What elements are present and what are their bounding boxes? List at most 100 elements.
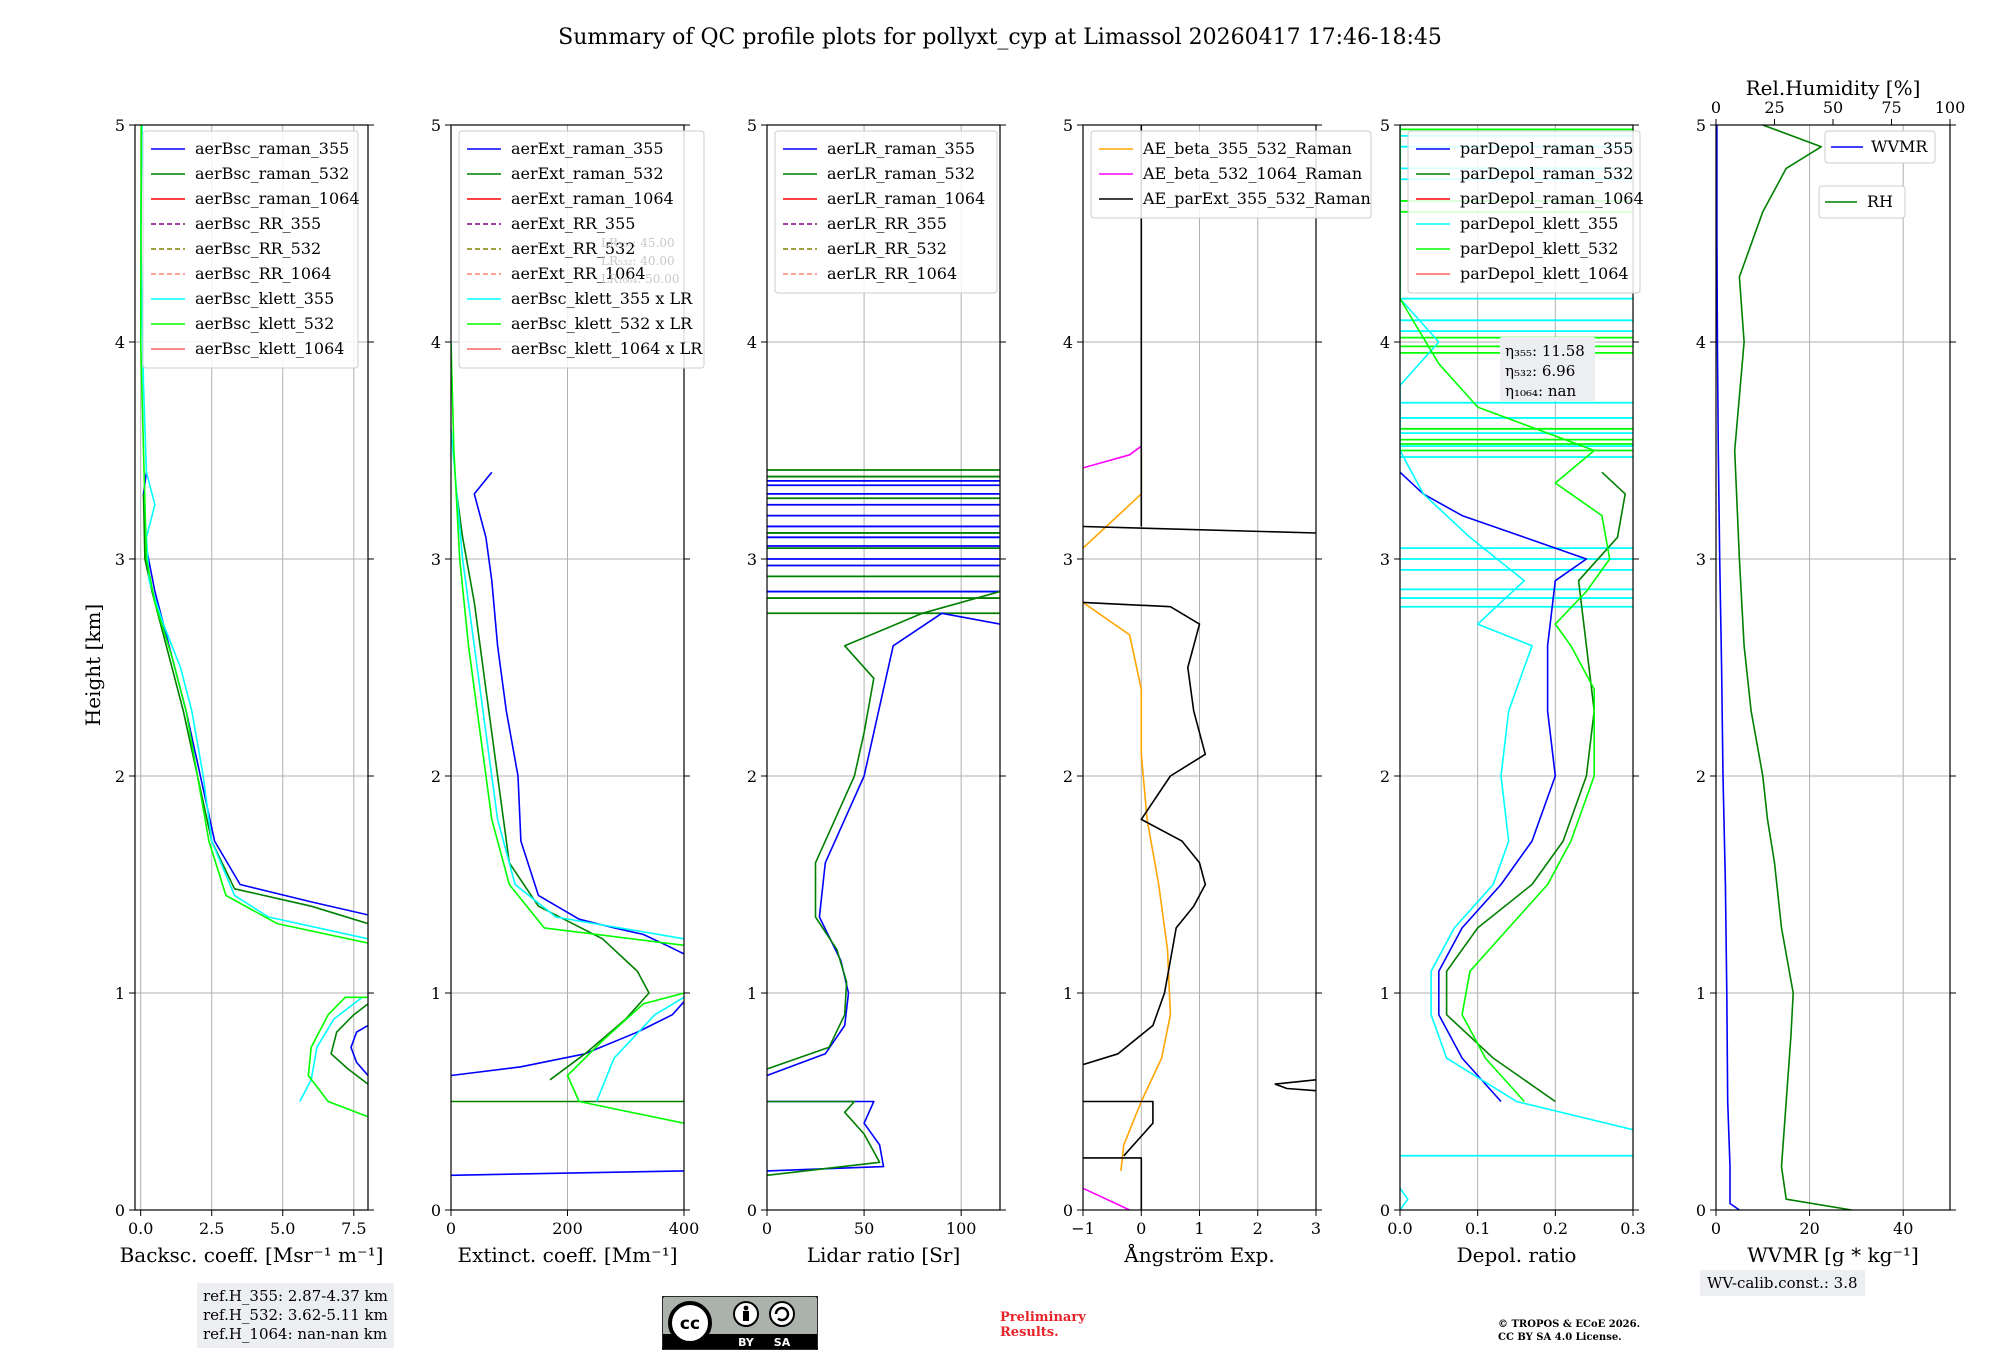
plot-area xyxy=(1716,125,1852,1210)
series-aerBsc_klett_355_x_LR xyxy=(595,996,684,1102)
series-aerBsc_klett_532_x_LR_upper xyxy=(451,341,684,947)
legend-label: aerExt_raman_355 xyxy=(511,139,664,158)
y-tick-label: 3 xyxy=(1696,550,1706,569)
reference-heights-box: ref.H_355: 2.87-4.37 km ref.H_532: 3.62-… xyxy=(197,1283,394,1348)
legend-label: aerLR_RR_1064 xyxy=(827,264,957,283)
legend-label: parDepol_klett_1064 xyxy=(1460,264,1629,283)
series-aerBsc_klett_355_x_LR_upper xyxy=(451,428,684,940)
top-x-tick-label: 0 xyxy=(1711,98,1721,117)
x-tick-label: 1 xyxy=(1194,1219,1204,1238)
x-tick-label: 400 xyxy=(669,1219,700,1238)
series-AE_beta_532_1064_Raman xyxy=(1083,1187,1130,1210)
legend-box xyxy=(1407,130,1641,294)
series-parDepol_klett_355 xyxy=(1400,125,1633,1131)
x-tick-label: 0 xyxy=(1136,1219,1146,1238)
series-AE_beta_355_532_Raman xyxy=(1083,601,1172,1171)
x-tick-label: 7.5 xyxy=(341,1219,366,1238)
series-RH xyxy=(1733,125,1852,1210)
legend-label: aerLR_raman_532 xyxy=(827,164,975,183)
series-AE_beta_532_1064_Raman_upper xyxy=(1083,445,1142,469)
y-tick-label: 3 xyxy=(1063,550,1073,569)
y-tick-label: 5 xyxy=(1380,116,1390,135)
y-tick-label: 3 xyxy=(431,550,441,569)
panel-3: 0 50 100 Lidar ratio [Sr] 0 1 2 3 4 5 aerLR_raman_… xyxy=(747,116,1006,1267)
lr-note: LR₁₀₆₄: 50.00 xyxy=(601,272,679,286)
series-aerExt_raman_355 xyxy=(451,1170,684,1177)
x-tick-label: 0.1 xyxy=(1465,1219,1490,1238)
by-label: BY xyxy=(738,1336,755,1349)
series-aerExt_raman_532_mid xyxy=(456,493,650,1081)
series-WVMR xyxy=(1716,125,1740,1210)
legend: aerBsc_raman_355 aerBsc_raman_532 aerBsc_r… xyxy=(142,130,360,369)
preliminary-note: Preliminary Results. xyxy=(1000,1310,1086,1340)
series-AE_parExt_355_532_Raman_b xyxy=(1083,1100,1154,1157)
cc-logo-icon xyxy=(668,1301,712,1345)
legend-label: parDepol_raman_532 xyxy=(1460,164,1633,183)
y-tick-label: 2 xyxy=(1696,767,1706,786)
eta-note: η₁₀₆₄: nan xyxy=(1505,382,1576,400)
y-tick-label: 1 xyxy=(1380,984,1390,1003)
top-x-tick-label: 25 xyxy=(1764,98,1784,117)
x-axis-label: Backsc. coeff. [Msr⁻¹ m⁻¹] xyxy=(120,1243,384,1267)
legend-label: aerBsc_raman_1064 xyxy=(195,189,360,208)
y-tick-label: 4 xyxy=(1380,333,1390,352)
legend-label: aerLR_RR_355 xyxy=(827,214,947,233)
series-aerExt_raman_355_upper xyxy=(473,471,684,955)
legend-label: aerExt_raman_1064 xyxy=(511,189,674,208)
legend: aerExt_raman_355 aerExt_raman_532 aerExt_r… xyxy=(458,130,705,369)
legend: AE_beta_355_532_Raman AE_beta_532_1064_Ra… xyxy=(1090,130,1372,219)
y-tick-label: 4 xyxy=(1696,333,1706,352)
x-tick-label: 0 xyxy=(762,1219,772,1238)
plot-area xyxy=(451,341,684,1177)
eta-box xyxy=(1500,337,1595,401)
series-parDepol_klett_355_bottom xyxy=(1400,1187,1409,1210)
preliminary-line-1: Preliminary xyxy=(1000,1310,1086,1325)
eta-note: η₅₃₂: 6.96 xyxy=(1505,362,1575,380)
legend-label: parDepol_raman_1064 xyxy=(1460,189,1644,208)
panel-5: 0.0 0.1 0.2 0.3 Depol. ratio 0 1 2 3 4 5 parDepol_r… xyxy=(1380,116,1646,1267)
series-aerBsc_klett_532 xyxy=(307,996,368,1118)
y-tick-label: 0 xyxy=(431,1201,441,1220)
y-tick-label: 2 xyxy=(431,767,441,786)
y-tick-label: 5 xyxy=(1063,116,1073,135)
eta-note: η₃₅₅: 11.58 xyxy=(1505,342,1585,360)
x-tick-label: 3 xyxy=(1311,1219,1321,1238)
x-axis-label: WVMR [g * kg⁻¹] xyxy=(1747,1243,1919,1267)
legend-label: AE_beta_532_1064_Raman xyxy=(1142,164,1362,183)
series-AE_parExt_355_532_Raman_d xyxy=(1083,525,1316,534)
x-tick-label: 20 xyxy=(1799,1219,1819,1238)
x-tick-label: 0 xyxy=(446,1219,456,1238)
y-tick-label: 0 xyxy=(1063,1201,1073,1220)
legend-label: aerBsc_klett_532 xyxy=(195,314,334,333)
y-tick-label: 0 xyxy=(115,1201,125,1220)
y-tick-label: 2 xyxy=(747,767,757,786)
series-aerBsc_klett_355 xyxy=(299,996,363,1102)
series-aerBsc_raman_355 xyxy=(350,1024,368,1077)
y-tick-label: 2 xyxy=(1380,767,1390,786)
y-tick-label: 5 xyxy=(747,116,757,135)
series-parDepol_klett_532 xyxy=(1400,125,1611,1103)
ref-height-355: ref.H_355: 2.87-4.37 km xyxy=(203,1287,388,1305)
copyright-note: © TROPOS & ECoE 2026. CC BY SA 4.0 Licen… xyxy=(1498,1318,1640,1344)
x-tick-label: 0.0 xyxy=(1387,1219,1412,1238)
plot-area xyxy=(139,125,368,1118)
series-aerBsc_raman_355_upper xyxy=(142,472,368,916)
y-tick-label: 5 xyxy=(431,116,441,135)
legend: parDepol_raman_355 parDepol_raman_532 parD… xyxy=(1407,130,1644,294)
series-AE_parExt_355_532_Raman_c xyxy=(1083,601,1207,1066)
legend-label: parDepol_klett_355 xyxy=(1460,214,1618,233)
y-tick-label: 2 xyxy=(115,767,125,786)
y-tick-label: 0 xyxy=(1380,1201,1390,1220)
legend-label: aerBsc_RR_1064 xyxy=(195,264,331,283)
legend: aerLR_raman_355 aerLR_raman_532 aerLR_rama… xyxy=(774,130,998,294)
y-tick-label: 0 xyxy=(1696,1201,1706,1220)
series-aerLR_raman_532_mid xyxy=(767,590,1000,1070)
share-alike-icon xyxy=(769,1301,795,1327)
panels-group: 0.0 2.5 5.0 7.5 Backsc. coeff. [Msr⁻¹ m⁻¹] 0 1… xyxy=(115,76,1965,1267)
y-tick-label: 5 xyxy=(115,116,125,135)
y-axis-label: Height [km] xyxy=(81,604,105,726)
axes-frame xyxy=(1715,124,1951,1211)
y-tick-label: 3 xyxy=(1380,550,1390,569)
x-tick-label: 50 xyxy=(854,1219,874,1238)
